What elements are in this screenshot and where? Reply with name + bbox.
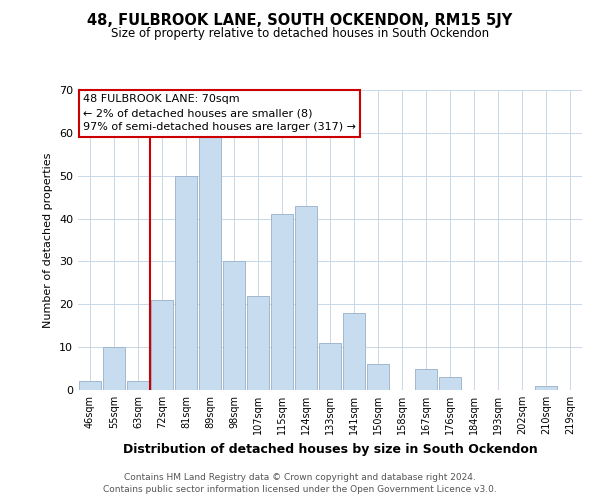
Bar: [319, 343, 341, 390]
Y-axis label: Number of detached properties: Number of detached properties: [43, 152, 53, 328]
Bar: [439, 377, 461, 390]
Bar: [151, 300, 173, 390]
Text: 48 FULBROOK LANE: 70sqm
← 2% of detached houses are smaller (8)
97% of semi-deta: 48 FULBROOK LANE: 70sqm ← 2% of detached…: [83, 94, 356, 132]
Bar: [127, 382, 149, 390]
Bar: [223, 262, 245, 390]
Bar: [175, 176, 197, 390]
Text: Contains public sector information licensed under the Open Government Licence v3: Contains public sector information licen…: [103, 485, 497, 494]
Text: Size of property relative to detached houses in South Ockendon: Size of property relative to detached ho…: [111, 28, 489, 40]
Bar: [79, 382, 101, 390]
Bar: [247, 296, 269, 390]
Bar: [199, 137, 221, 390]
Bar: [535, 386, 557, 390]
Bar: [367, 364, 389, 390]
Bar: [295, 206, 317, 390]
Bar: [103, 347, 125, 390]
Bar: [415, 368, 437, 390]
Text: Contains HM Land Registry data © Crown copyright and database right 2024.: Contains HM Land Registry data © Crown c…: [124, 472, 476, 482]
Bar: [271, 214, 293, 390]
X-axis label: Distribution of detached houses by size in South Ockendon: Distribution of detached houses by size …: [122, 442, 538, 456]
Text: 48, FULBROOK LANE, SOUTH OCKENDON, RM15 5JY: 48, FULBROOK LANE, SOUTH OCKENDON, RM15 …: [88, 12, 512, 28]
Bar: [343, 313, 365, 390]
